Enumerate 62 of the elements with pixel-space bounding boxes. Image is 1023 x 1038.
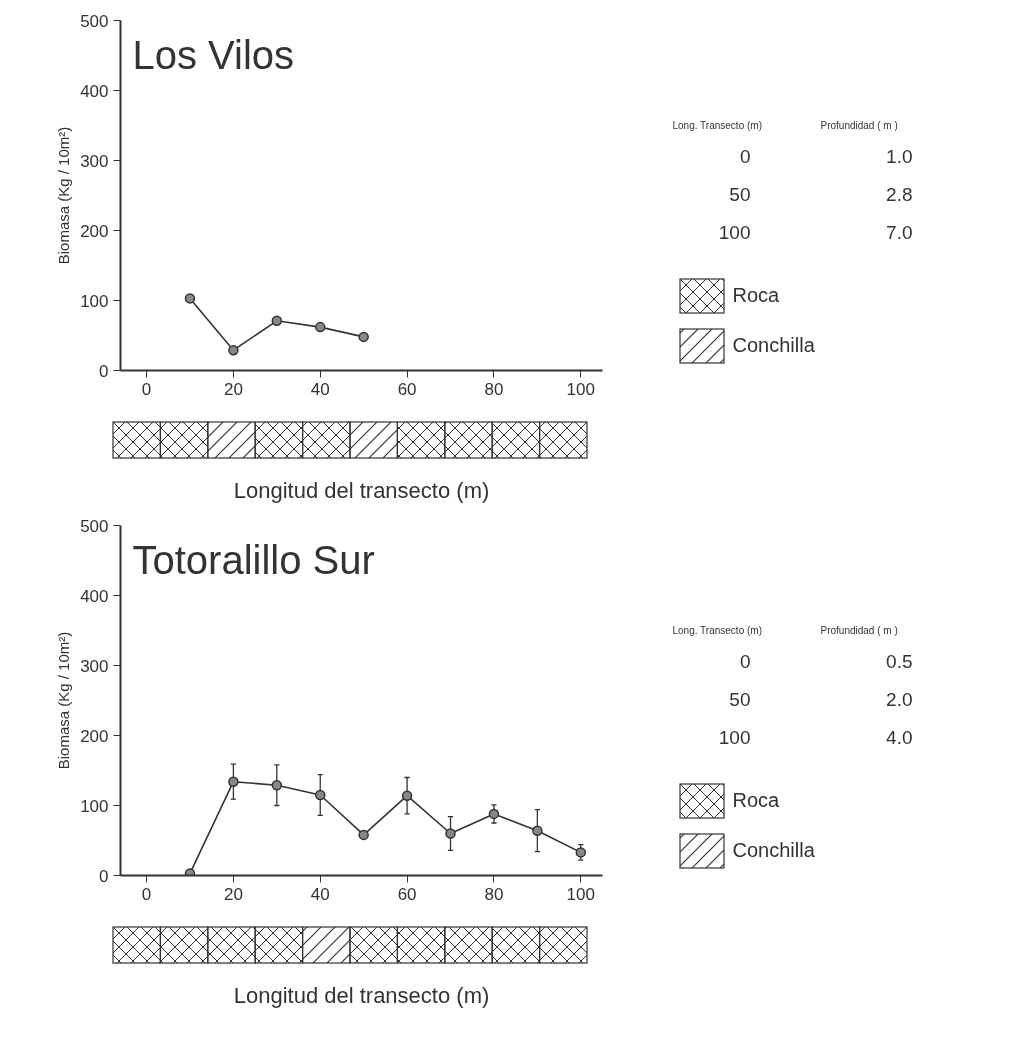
y-tick-label: 400: [80, 586, 109, 606]
text: 1.0: [886, 145, 913, 167]
text: Long. Transecto (m): [672, 119, 762, 131]
x-tick-label: 80: [484, 379, 504, 399]
point: [228, 344, 239, 356]
x-tick-label: 20: [223, 884, 243, 904]
point: [445, 828, 456, 839]
text: 0: [739, 145, 751, 167]
y-tick-label: 300: [80, 656, 109, 676]
text: 100: [718, 221, 751, 243]
x-tick-label: 40: [310, 884, 330, 904]
text: 0.5: [886, 650, 913, 672]
text: 2.8: [886, 183, 913, 205]
y-tick-label: 100: [80, 291, 109, 311]
text: Conchilla: [732, 838, 816, 861]
chart-title: Totoralillo Sur: [132, 537, 375, 582]
x-tick-label: 60: [397, 379, 417, 399]
x-tick-label: 60: [397, 884, 417, 904]
point: [271, 315, 283, 327]
point: [315, 321, 326, 333]
text: Roca: [732, 283, 781, 306]
point: [401, 790, 413, 801]
text: 2.0: [886, 688, 913, 710]
x-tick-label: 20: [223, 379, 243, 399]
y-tick-label: 200: [80, 221, 109, 241]
text: Conchilla: [732, 333, 816, 356]
text: 7.0: [886, 221, 913, 243]
text: Roca: [732, 788, 781, 811]
x-tick-label: 0: [141, 379, 152, 399]
y-tick-label: 300: [80, 151, 109, 171]
point: [358, 331, 369, 343]
y-tick-label: 200: [80, 726, 109, 746]
x-axis-title: Longitud del transecto (m): [233, 982, 490, 1008]
y-tick-label: 0: [99, 361, 109, 381]
text: 4.0: [886, 726, 913, 748]
y-tick-label: 500: [80, 11, 109, 31]
y-tick-label: 500: [80, 516, 109, 536]
chart-title: Los Vilos: [132, 32, 295, 77]
text: 100: [718, 726, 751, 748]
x-tick-label: 80: [484, 884, 504, 904]
point: [228, 776, 239, 787]
text: Profundidad ( m ): [820, 119, 898, 131]
text: 50: [729, 183, 751, 205]
text: 0: [739, 650, 751, 672]
x-tick-label: 0: [141, 884, 152, 904]
point: [315, 789, 326, 801]
y-tick-label: 0: [99, 866, 109, 886]
text: Long. Transecto (m): [672, 624, 762, 636]
point: [488, 808, 500, 820]
point: [271, 779, 283, 791]
y-axis-title: Biomasa (Kg / 10m²): [55, 631, 73, 770]
point: [184, 293, 196, 304]
y-axis-title: Biomasa (Kg / 10m²): [55, 126, 73, 265]
text: Profundidad ( m ): [820, 624, 898, 636]
y-tick-label: 100: [80, 796, 109, 816]
text: 50: [729, 688, 751, 710]
x-tick-label: 100: [566, 379, 595, 399]
x-tick-label: 100: [566, 884, 595, 904]
x-axis-title: Longitud del transecto (m): [233, 477, 490, 503]
y-tick-label: 400: [80, 81, 109, 101]
point: [532, 825, 543, 836]
x-tick-label: 40: [310, 379, 330, 399]
